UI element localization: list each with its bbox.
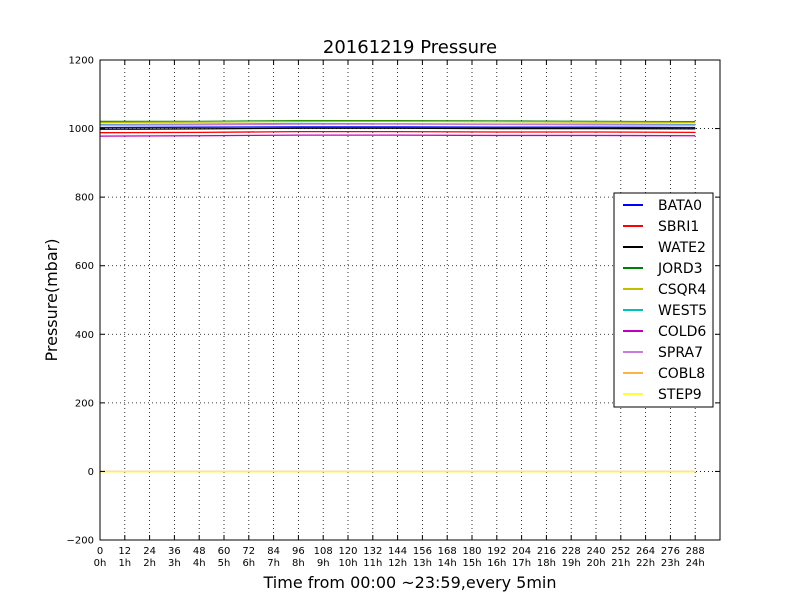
legend: BATA0 SBRI1 WATE2 JORD3 CSQR4 WEST5 COLD6 SPRA7…	[613, 192, 714, 408]
x-tick-label: 96	[292, 546, 305, 557]
x-tick-sublabel: 23h	[661, 558, 680, 569]
y-axis-label: Pressure(mbar)	[42, 239, 61, 362]
legend-label: SPRA7	[658, 345, 703, 361]
x-tick-sublabel: 10h	[338, 558, 357, 569]
series-lines	[99, 120, 696, 473]
x-tick-label: 276	[661, 546, 680, 557]
x-tick-sublabel: 12h	[388, 558, 407, 569]
y-tick-label: 1200	[69, 56, 94, 67]
x-tick-sublabel: 4h	[193, 558, 206, 569]
y-tick-label: 400	[75, 330, 94, 341]
x-tick-sublabel: 6h	[242, 558, 255, 569]
y-tick-label: 600	[75, 261, 94, 272]
x-tick-label: 204	[512, 546, 531, 557]
x-axis-label: Time from 00:00 ~23:59,every 5min	[263, 573, 557, 592]
x-tick-label: 72	[242, 546, 255, 557]
x-tick-label: 156	[413, 546, 432, 557]
legend-box	[613, 192, 714, 408]
legend-label: SBRI1	[658, 219, 699, 235]
x-tick-label: 120	[338, 546, 357, 557]
x-tick-sublabel: 8h	[292, 558, 305, 569]
x-tick-label: 48	[193, 546, 206, 557]
y-tick-label: 0	[88, 467, 94, 478]
legend-label: BATA0	[658, 198, 702, 214]
series-line-sbri1	[99, 131, 696, 134]
series-line-spra7	[99, 123, 696, 126]
y-tick-label: 200	[75, 398, 94, 409]
x-tick-label: 108	[314, 546, 333, 557]
y-tick-label: 800	[75, 193, 94, 204]
x-tick-label: 144	[388, 546, 407, 557]
x-tick-sublabel: 7h	[267, 558, 280, 569]
x-tick-sublabel: 16h	[487, 558, 506, 569]
x-tick-sublabel: 18h	[537, 558, 556, 569]
legend-label: CSQR4	[658, 282, 706, 298]
x-tick-sublabel: 17h	[512, 558, 531, 569]
axis-ticks: 00h121h242h363h484h605h726h847h968h1089h…	[67, 56, 720, 569]
chart-title: 20161219 Pressure	[323, 37, 497, 58]
x-tick-label: 264	[636, 546, 655, 557]
x-tick-label: 0	[97, 546, 103, 557]
x-tick-sublabel: 2h	[143, 558, 156, 569]
series-line-jord3	[100, 120, 696, 123]
series-line-cold6	[99, 134, 696, 137]
legend-label: STEP9	[658, 387, 702, 403]
plot-frame	[99, 59, 721, 541]
x-tick-label: 60	[218, 546, 231, 557]
legend-label: WATE2	[658, 240, 706, 256]
legend-label: WEST5	[658, 303, 707, 319]
x-tick-label: 36	[168, 546, 181, 557]
x-tick-label: 228	[562, 546, 581, 557]
x-tick-sublabel: 19h	[562, 558, 581, 569]
x-tick-sublabel: 1h	[118, 558, 131, 569]
x-tick-sublabel: 15h	[462, 558, 481, 569]
series-line-bata0	[99, 126, 696, 129]
x-tick-label: 216	[537, 546, 556, 557]
x-tick-label: 240	[586, 546, 605, 557]
x-tick-sublabel: 20h	[586, 558, 605, 569]
x-tick-sublabel: 22h	[636, 558, 655, 569]
x-tick-sublabel: 5h	[218, 558, 231, 569]
x-tick-sublabel: 14h	[438, 558, 457, 569]
x-tick-label: 12	[118, 546, 131, 557]
x-tick-label: 84	[267, 546, 280, 557]
x-tick-sublabel: 11h	[363, 558, 382, 569]
legend-label: JORD3	[657, 261, 703, 277]
x-tick-sublabel: 0h	[94, 558, 107, 569]
legend-label: COLD6	[658, 324, 706, 340]
x-tick-label: 168	[438, 546, 457, 557]
x-tick-sublabel: 24h	[686, 558, 705, 569]
x-tick-label: 132	[363, 546, 382, 557]
x-tick-sublabel: 3h	[168, 558, 181, 569]
x-tick-sublabel: 21h	[611, 558, 630, 569]
series-line-csqr4	[99, 120, 696, 124]
x-tick-label: 180	[462, 546, 481, 557]
series-line-wate2	[99, 127, 696, 130]
y-tick-label: −200	[67, 536, 94, 547]
x-tick-label: 192	[487, 546, 506, 557]
x-tick-label: 24	[143, 546, 156, 557]
x-tick-sublabel: 13h	[413, 558, 432, 569]
legend-label: COBL8	[658, 366, 705, 382]
y-tick-label: 1000	[69, 124, 94, 135]
x-tick-label: 288	[686, 546, 705, 557]
x-tick-label: 252	[611, 546, 630, 557]
x-tick-sublabel: 9h	[317, 558, 330, 569]
